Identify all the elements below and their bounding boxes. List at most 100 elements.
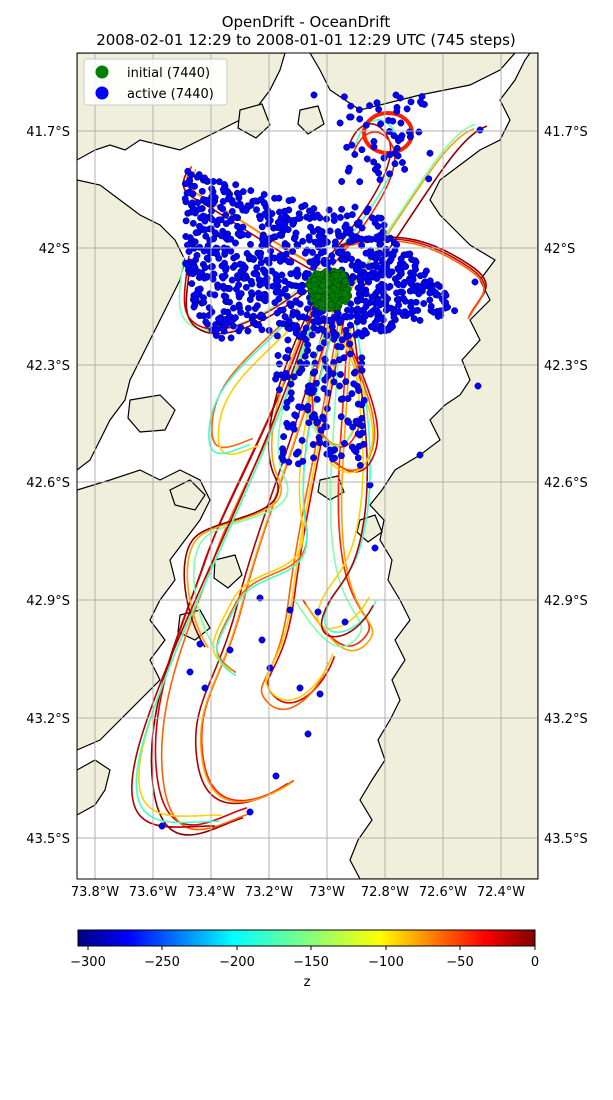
- island-chain-west: [77, 469, 211, 751]
- active-particle: [211, 291, 219, 299]
- active-particle: [365, 235, 373, 243]
- active-particle: [342, 326, 350, 334]
- active-particle: [273, 309, 281, 317]
- initial-particle: [314, 270, 322, 278]
- active-particle: [385, 116, 392, 124]
- active-particle: [358, 366, 366, 374]
- legend-initial-marker: [95, 65, 109, 79]
- active-particle: [425, 175, 433, 183]
- active-particle: [190, 303, 198, 311]
- active-particle: [193, 290, 200, 298]
- active-particle: [184, 167, 192, 175]
- active-particle: [227, 247, 235, 255]
- active-particle: [343, 333, 351, 340]
- active-particle: [337, 452, 345, 460]
- active-particle: [271, 194, 279, 202]
- active-particle: [286, 606, 294, 614]
- active-particle: [196, 243, 204, 251]
- active-particle: [226, 646, 234, 654]
- lon-label: 73°W: [309, 885, 345, 900]
- active-particle: [355, 219, 363, 226]
- active-particle: [401, 278, 408, 286]
- active-particle: [304, 406, 312, 414]
- active-particle: [222, 264, 230, 272]
- trajectories: [131, 111, 488, 836]
- active-particle: [253, 264, 261, 272]
- active-particle: [442, 299, 450, 307]
- active-particle: [348, 390, 356, 398]
- active-particle: [387, 255, 395, 263]
- active-particle: [407, 98, 415, 106]
- active-particle: [304, 347, 312, 355]
- active-particle: [292, 450, 300, 458]
- active-particle: [305, 233, 313, 241]
- trajectory: [194, 313, 329, 805]
- active-particle: [201, 684, 209, 692]
- active-particle: [345, 164, 353, 172]
- initial-particle: [330, 285, 338, 292]
- active-particle: [391, 160, 399, 168]
- active-particle: [310, 263, 318, 271]
- active-particle: [255, 289, 262, 297]
- active-particle: [426, 277, 434, 285]
- active-particle: [358, 224, 366, 232]
- lat-label: 41.7°S: [544, 125, 588, 140]
- active-particle: [341, 223, 349, 231]
- active-particle: [253, 270, 261, 278]
- active-particle: [310, 213, 318, 221]
- active-particle: [253, 206, 260, 214]
- active-particle: [287, 270, 295, 278]
- active-particle: [218, 273, 226, 281]
- active-particle: [360, 273, 368, 281]
- active-particle: [358, 286, 366, 294]
- active-particle: [343, 212, 351, 220]
- active-particle: [222, 211, 230, 219]
- active-particle: [352, 235, 360, 243]
- active-particle: [283, 292, 291, 300]
- lat-label: 42.6°S: [544, 476, 588, 491]
- active-particle: [320, 339, 328, 347]
- active-particle: [208, 216, 216, 224]
- active-particle: [416, 316, 424, 324]
- active-particle: [326, 227, 334, 235]
- active-particle: [335, 356, 343, 364]
- active-particle: [350, 274, 357, 281]
- active-particle: [281, 207, 289, 215]
- active-particle: [313, 395, 321, 403]
- active-particle: [401, 165, 409, 173]
- active-particle: [313, 258, 321, 266]
- active-particle: [369, 322, 377, 330]
- active-particle: [248, 280, 256, 288]
- active-particle: [191, 264, 199, 272]
- map-area: [77, 53, 538, 879]
- initial-particle: [325, 279, 333, 287]
- active-particle: [309, 248, 316, 256]
- active-particle: [382, 245, 390, 253]
- trajectory: [217, 314, 305, 455]
- active-particle: [343, 143, 351, 151]
- active-particle: [406, 250, 414, 258]
- active-particle: [310, 454, 318, 462]
- active-particle: [214, 281, 222, 289]
- active-particle: [432, 289, 439, 297]
- active-particle: [328, 252, 336, 260]
- active-particle: [325, 206, 333, 214]
- colorbar-tick-label: 0: [531, 955, 539, 970]
- active-particle: [330, 217, 338, 224]
- active-particle: [373, 275, 381, 282]
- active-particle: [320, 248, 328, 255]
- active-particle: [249, 255, 257, 263]
- active-particle: [248, 289, 255, 297]
- active-particle: [317, 426, 325, 434]
- active-particle: [451, 307, 459, 315]
- active-particle: [287, 380, 295, 388]
- active-particle: [398, 159, 406, 166]
- active-particle: [397, 255, 405, 263]
- active-particle: [391, 149, 399, 157]
- active-particle: [338, 255, 345, 263]
- active-particle: [368, 214, 376, 222]
- trajectory: [294, 330, 363, 648]
- active-particle: [376, 301, 384, 309]
- lat-label: 43.5°S: [544, 832, 588, 847]
- initial-particle: [311, 285, 319, 293]
